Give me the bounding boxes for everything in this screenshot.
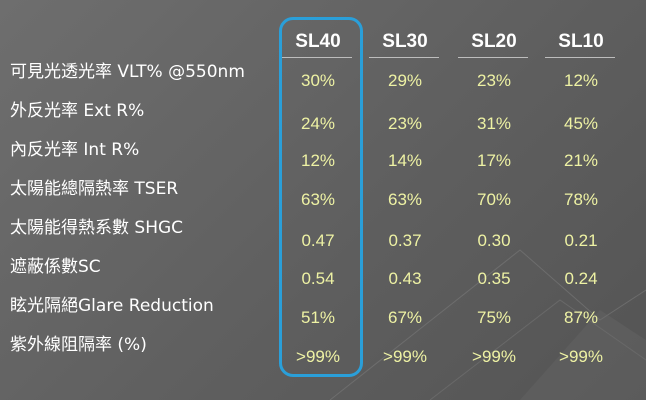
row-label-uv: 紫外線阻隔率 (%) [10, 335, 147, 355]
column-sl10[interactable]: SL10 12% 45% 21% 78% 0.21 0.24 87% >99% [538, 0, 624, 400]
table-cell: 12% [563, 71, 599, 90]
table-cell: 24% [300, 114, 336, 133]
table-cell: 30% [300, 71, 336, 90]
table-cell: >99% [296, 347, 340, 366]
table-cell: 12% [300, 151, 336, 170]
table-cell: 0.24 [564, 269, 598, 288]
table-cell: 23% [387, 114, 423, 133]
table-cell: 14% [387, 151, 423, 170]
table-cell: >99% [383, 347, 427, 366]
table-cell: 23% [476, 71, 512, 90]
table-cell: 0.47 [301, 231, 335, 250]
row-label-glare: 眩光隔絕Glare Reduction [10, 296, 214, 316]
row-label-shgc: 太陽能得熱系數 SHGC [10, 218, 184, 238]
table-cell: 0.37 [388, 231, 422, 250]
column-header: SL20 [471, 31, 517, 52]
row-label-tser: 太陽能總隔熱率 TSER [10, 179, 179, 199]
table-cell: 17% [476, 151, 512, 170]
table-cell: 29% [387, 71, 423, 90]
table-cell: 0.43 [388, 269, 422, 288]
row-label-int-r: 內反光率 Int R% [10, 140, 140, 160]
table-cell: 0.21 [564, 231, 598, 250]
selected-column-highlight [279, 17, 363, 377]
column-header: SL10 [558, 31, 604, 52]
table-cell: 63% [387, 190, 423, 209]
table-cell: >99% [472, 347, 516, 366]
table-cell: 31% [476, 114, 512, 133]
table-cell: >99% [559, 347, 603, 366]
table-cell: 75% [476, 308, 512, 327]
row-label-sc: 遮蔽係數SC [10, 257, 101, 277]
header-divider [282, 57, 352, 58]
column-header: SL30 [382, 31, 428, 52]
table-cell: 51% [300, 308, 336, 327]
header-divider [369, 57, 439, 58]
header-divider [458, 57, 528, 58]
table-cell: 0.54 [301, 269, 335, 288]
column-sl20[interactable]: SL20 23% 31% 17% 70% 0.30 0.35 75% >99% [451, 0, 537, 400]
table-cell: 70% [476, 190, 512, 209]
table-cell: 67% [387, 308, 423, 327]
table-cell: 87% [563, 308, 599, 327]
column-header: SL40 [295, 31, 341, 52]
table-cell: 63% [300, 190, 336, 209]
row-label-ext-r: 外反光率 Ext R% [10, 101, 145, 121]
table-cell: 0.35 [477, 269, 511, 288]
table-cell: 0.30 [477, 231, 511, 250]
column-sl30[interactable]: SL30 29% 23% 14% 63% 0.37 0.43 67% >99% [362, 0, 448, 400]
table-cell: 21% [563, 151, 599, 170]
table-cell: 45% [563, 114, 599, 133]
table-cell: 78% [563, 190, 599, 209]
header-divider [545, 57, 615, 58]
column-sl40[interactable]: SL40 30% 24% 12% 63% 0.47 0.54 51% >99% [275, 0, 361, 400]
row-label-vlt: 可見光透光率 VLT% @550nm [10, 62, 245, 82]
